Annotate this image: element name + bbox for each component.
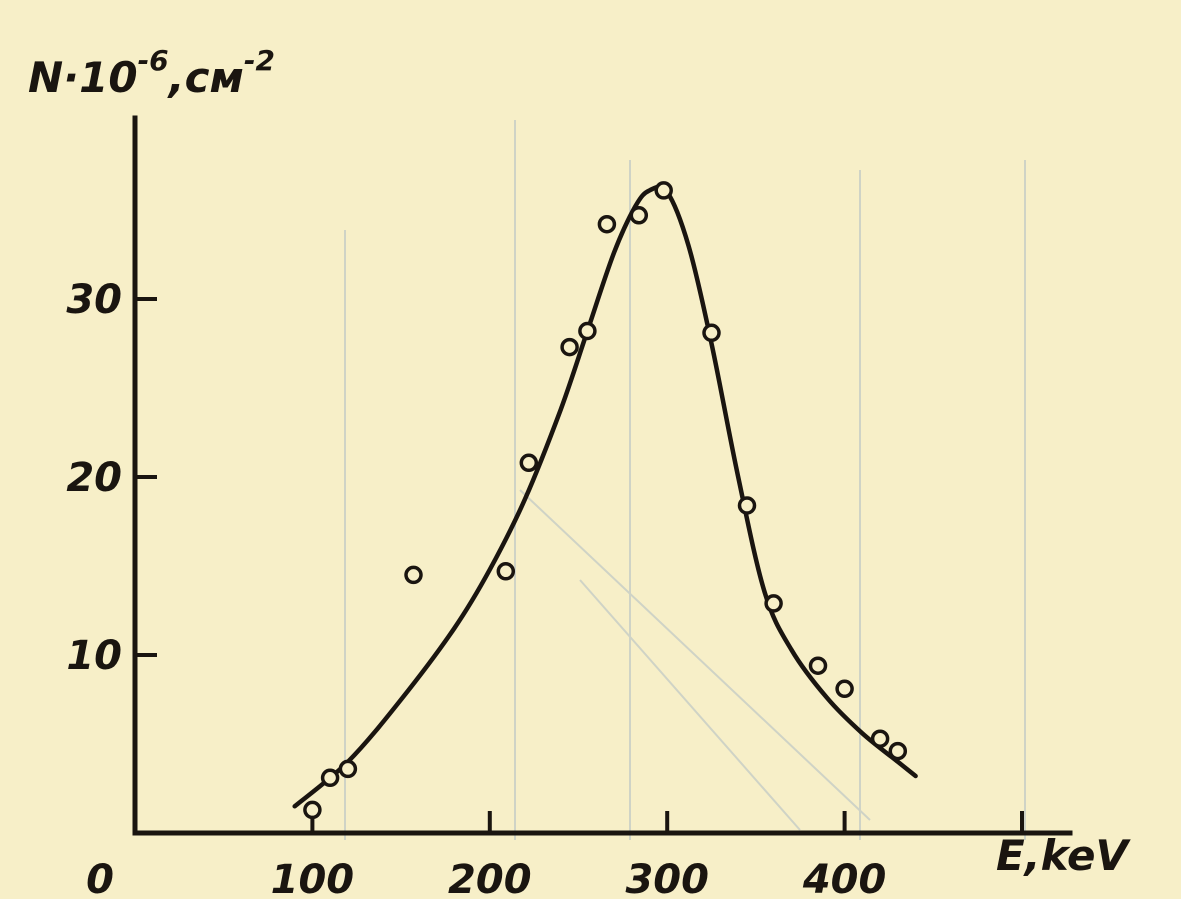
data-point [737, 496, 757, 515]
data-point [870, 729, 890, 748]
x-tick-label-300: 300 [625, 857, 709, 899]
data-point [496, 562, 516, 581]
background-show-through [344, 120, 1026, 840]
data-point [578, 321, 597, 341]
data-point [320, 768, 340, 788]
data-point [654, 181, 673, 200]
data-point [808, 656, 828, 675]
data-point [835, 679, 854, 699]
data-point [597, 214, 617, 234]
data-point [702, 323, 721, 343]
y-axis-title-unit: ,см [167, 53, 244, 102]
y-axis-title-unit-exp: -2 [244, 44, 275, 77]
y-axis-title-exp: -6 [138, 44, 169, 77]
fit-curve [292, 184, 918, 809]
y-tick-label-30: 30 [66, 277, 122, 323]
x-tick-label-200: 200 [448, 857, 532, 899]
y-tick-label-10: 10 [66, 633, 122, 679]
y-axis-title: N·10-6,см-2 [28, 44, 275, 102]
y-ticks: 10 20 30 [66, 277, 157, 679]
data-point [404, 565, 423, 585]
fit-curve-layer [292, 184, 918, 809]
data-point [629, 206, 649, 225]
x-axis-title: E,keV [996, 831, 1132, 880]
x-tick-label-400: 400 [802, 857, 887, 899]
data-point [888, 741, 908, 761]
data-point [764, 594, 783, 613]
x-ticks: 100 200 300 400 [271, 811, 1024, 899]
y-axis-title-main: N·10 [28, 53, 138, 102]
data-point [519, 453, 539, 473]
data-point [560, 337, 579, 357]
x-tick-label-100: 100 [271, 857, 355, 899]
data-point [303, 800, 322, 820]
data-points-layer [303, 181, 908, 820]
origin-label: 0 [86, 857, 114, 899]
data-point [338, 759, 358, 779]
y-tick-label-20: 20 [66, 455, 122, 501]
